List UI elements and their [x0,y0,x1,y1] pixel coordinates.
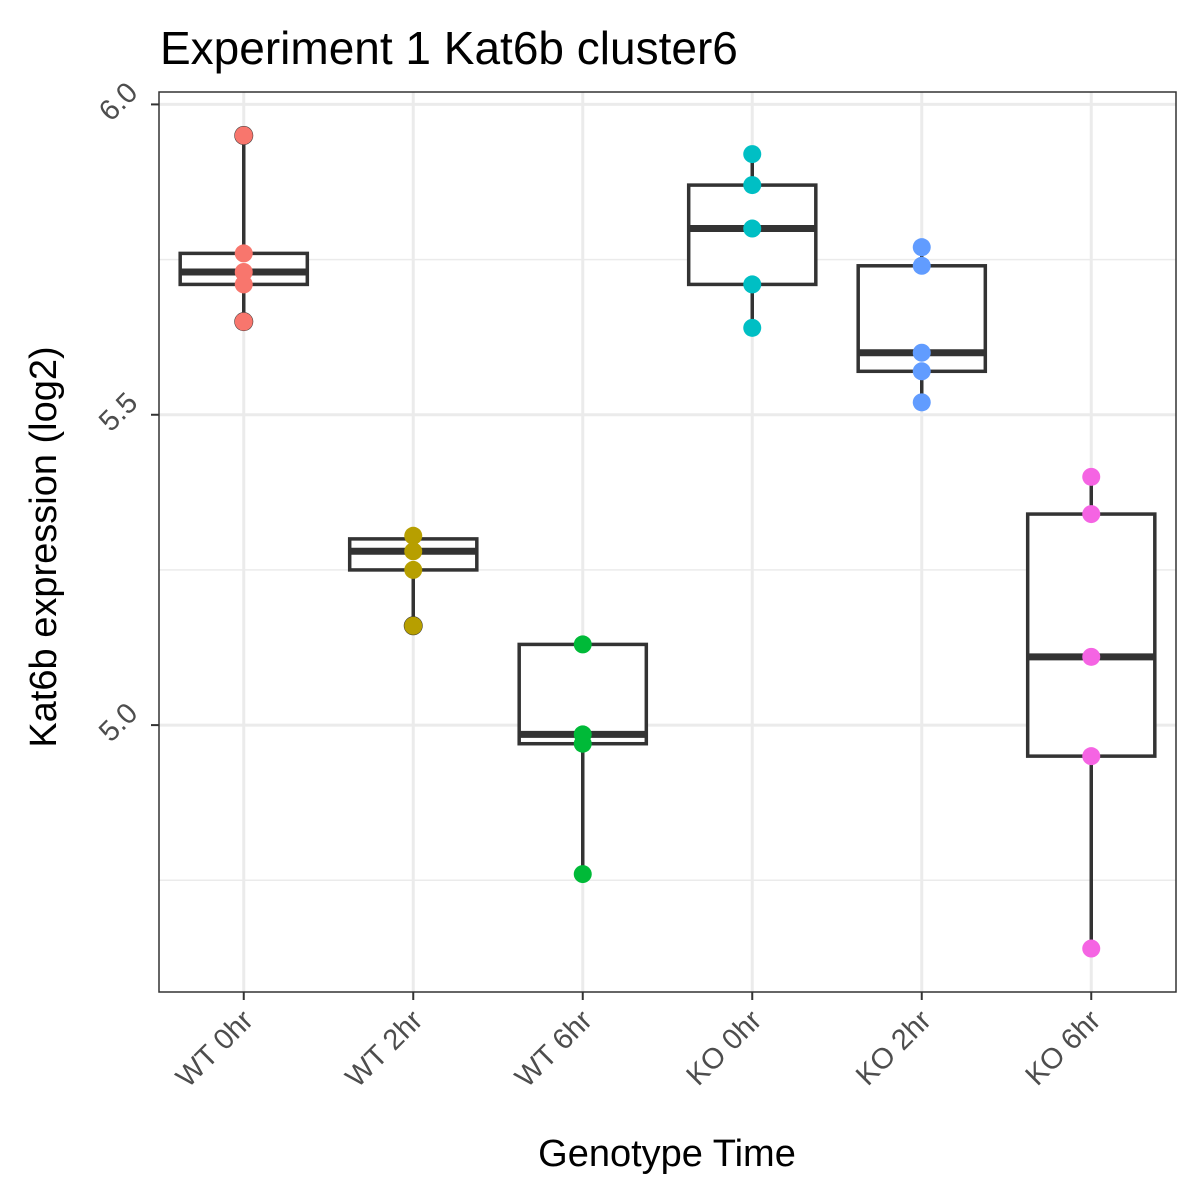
data-point [912,393,931,412]
points [234,126,1101,958]
data-point [234,312,253,331]
data-point [1082,647,1101,666]
data-point [404,560,423,579]
y-axis-title: Kat6b expression (log2) [23,346,65,747]
data-point [573,734,592,753]
data-point [1082,747,1101,766]
data-point [743,318,762,337]
data-point [573,865,592,884]
x-axis-title: Genotype Time [538,1133,796,1175]
data-point [404,526,423,545]
x-axis: WT 0hr WT 2hr WT 6hr KO 0hr KO 2hr KO 6hr [170,992,1107,1094]
x-tick-label: KO 0hr [681,1004,769,1092]
x-tick-label: WT 6hr [509,1004,599,1094]
box [1025,512,1157,758]
data-point [234,275,253,294]
data-point [743,145,762,164]
x-tick-label: KO 2hr [850,1004,938,1092]
data-point [912,362,931,381]
data-point [743,275,762,294]
plot-background [159,92,1176,992]
data-point [234,244,253,263]
y-tick-label: 5.5 [93,387,144,438]
boxes [178,125,1157,949]
data-point [573,635,592,654]
data-point [743,176,762,195]
data-point [1082,467,1101,486]
x-tick-label: WT 2hr [340,1004,430,1094]
data-point [912,256,931,275]
x-tick-label: KO 6hr [1020,1004,1108,1092]
data-point [912,343,931,362]
data-point [912,238,931,257]
grid-minor [159,258,1176,882]
plot-border [158,91,1177,993]
data-point [1082,505,1101,524]
data-point [743,219,762,238]
y-tick-label: 6.0 [93,76,144,127]
data-point [404,542,423,561]
data-point [404,616,423,635]
x-tick-label: WT 0hr [170,1004,260,1094]
data-point [234,263,253,281]
data-point [234,126,253,145]
y-tick-label: 5.0 [93,697,144,748]
y-axis: 5.0 5.5 6.0 [93,76,159,748]
chart-title: Experiment 1 Kat6b cluster6 [160,22,738,74]
data-point [1082,939,1101,958]
